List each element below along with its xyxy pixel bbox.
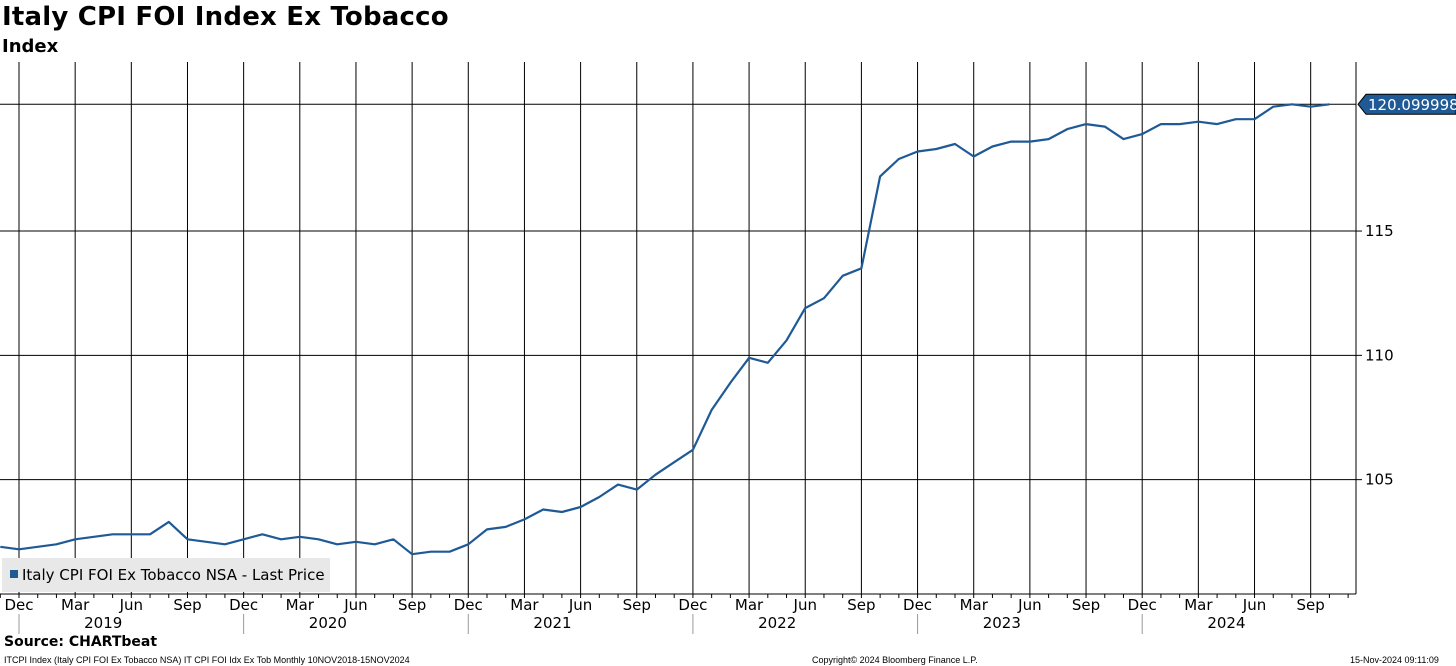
x-tick-label: Jun xyxy=(1242,596,1266,614)
x-tick-label: Sep xyxy=(398,596,426,614)
series-line xyxy=(0,103,1330,556)
source-note: Source: CHARTbeat xyxy=(4,634,158,650)
legend-swatch xyxy=(10,570,18,578)
last-value-flag xyxy=(1357,93,1456,115)
legend-box xyxy=(2,558,330,592)
chart-title: Italy CPI FOI Index Ex Tobacco xyxy=(2,2,449,32)
x-tick-label: Jun xyxy=(119,596,143,614)
y-tick-label: 115 xyxy=(1365,222,1394,240)
legend: Italy CPI FOI Ex Tobacco NSA - Last Pric… xyxy=(2,558,330,592)
x-tick-label: Jun xyxy=(568,596,592,614)
x-tick-label: Mar xyxy=(510,596,539,614)
footer-left: ITCPI Index (Italy CPI FOI Ex Tobacco NS… xyxy=(4,655,410,665)
year-label: 2023 xyxy=(983,614,1021,632)
labels: 105 110 115 Dec Mar Jun Sep Dec Mar Jun Sep Dec Mar J… xyxy=(4,93,1456,632)
legend-label: Italy CPI FOI Ex Tobacco NSA - Last Pric… xyxy=(22,566,325,584)
grid xyxy=(0,62,1356,594)
x-tick-label: Dec xyxy=(229,596,258,614)
footer-timestamp: 15-Nov-2024 09:11:09 xyxy=(1350,655,1439,665)
x-tick-label: Mar xyxy=(735,596,764,614)
year-label: 2022 xyxy=(758,614,796,632)
x-tick-label: Sep xyxy=(1297,596,1325,614)
x-tick-label: Dec xyxy=(678,596,707,614)
x-tick-label: Mar xyxy=(960,596,989,614)
x-tick-label: Sep xyxy=(623,596,651,614)
x-tick-label: Dec xyxy=(903,596,932,614)
year-label: 2019 xyxy=(84,614,122,632)
x-tick-label: Sep xyxy=(173,596,201,614)
year-label: 2021 xyxy=(533,614,571,632)
x-tick-label: Sep xyxy=(1072,596,1100,614)
chart-subtitle: Index xyxy=(2,36,59,57)
x-tick-label: Mar xyxy=(286,596,315,614)
x-tick-label: Mar xyxy=(61,596,90,614)
x-tick-label: Jun xyxy=(1017,596,1041,614)
year-label: 2024 xyxy=(1207,614,1245,632)
last-value-label: 120.099998 xyxy=(1368,96,1456,114)
x-tick-label: Dec xyxy=(4,596,33,614)
y-tick-label: 105 xyxy=(1365,471,1394,489)
year-label: 2020 xyxy=(309,614,347,632)
footer-copyright: Copyright© 2024 Bloomberg Finance L.P. xyxy=(812,655,978,665)
x-tick-label: Jun xyxy=(793,596,817,614)
series xyxy=(0,103,1330,556)
x-tick-label: Sep xyxy=(847,596,875,614)
x-tick-label: Dec xyxy=(1128,596,1157,614)
x-tick-label: Mar xyxy=(1184,596,1213,614)
x-tick-label: Jun xyxy=(343,596,367,614)
x-tick-label: Dec xyxy=(454,596,483,614)
y-tick-label: 110 xyxy=(1365,346,1394,364)
axes xyxy=(0,62,1362,634)
